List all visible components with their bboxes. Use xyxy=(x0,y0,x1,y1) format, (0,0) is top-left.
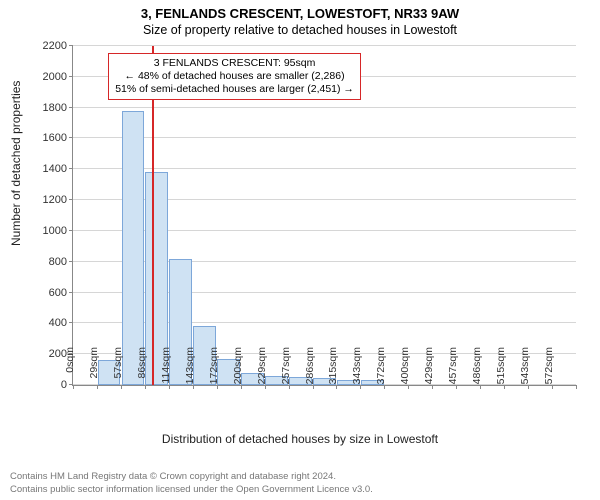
plot-area: 0200400600800100012001400160018002000220… xyxy=(72,46,576,386)
x-tick-label: 29sqm xyxy=(88,347,100,397)
y-tick-label: 1800 xyxy=(43,102,67,114)
x-tick-label: 200sqm xyxy=(232,347,244,397)
x-tick-label: 315sqm xyxy=(327,347,339,397)
x-tick-label: 172sqm xyxy=(208,347,220,397)
x-tick-label: 257sqm xyxy=(280,347,292,397)
y-tick-mark xyxy=(69,137,73,138)
x-axis-label: Distribution of detached houses by size … xyxy=(0,432,600,446)
y-tick-label: 1000 xyxy=(43,225,67,237)
x-tick-mark xyxy=(336,385,337,389)
x-tick-mark xyxy=(145,385,146,389)
gridline xyxy=(73,45,576,46)
y-tick-mark xyxy=(69,107,73,108)
gridline xyxy=(73,107,576,108)
x-tick-label: 457sqm xyxy=(447,347,459,397)
page-title: 3, FENLANDS CRESCENT, LOWESTOFT, NR33 9A… xyxy=(0,0,600,21)
y-tick-label: 2000 xyxy=(43,71,67,83)
chart-container: Number of detached properties 0200400600… xyxy=(0,42,600,450)
x-tick-mark xyxy=(241,385,242,389)
y-tick-mark xyxy=(69,45,73,46)
y-tick-label: 800 xyxy=(49,256,67,268)
x-tick-label: 343sqm xyxy=(351,347,363,397)
x-tick-label: 429sqm xyxy=(423,347,435,397)
y-tick-mark xyxy=(69,322,73,323)
y-tick-mark xyxy=(69,261,73,262)
x-tick-label: 372sqm xyxy=(375,347,387,397)
x-tick-label: 0sqm xyxy=(64,347,76,397)
x-tick-label: 229sqm xyxy=(256,347,268,397)
x-tick-mark xyxy=(73,385,74,389)
x-tick-mark xyxy=(97,385,98,389)
y-tick-label: 1600 xyxy=(43,132,67,144)
x-tick-mark xyxy=(289,385,290,389)
x-tick-mark xyxy=(265,385,266,389)
x-tick-mark xyxy=(121,385,122,389)
x-tick-label: 486sqm xyxy=(471,347,483,397)
annotation-line: ← 48% of detached houses are smaller (2,… xyxy=(115,70,354,83)
x-tick-mark xyxy=(408,385,409,389)
x-tick-mark xyxy=(576,385,577,389)
y-tick-label: 400 xyxy=(49,317,67,329)
x-tick-mark xyxy=(384,385,385,389)
annotation-line: 51% of semi-detached houses are larger (… xyxy=(115,83,354,96)
x-tick-mark xyxy=(504,385,505,389)
y-tick-label: 1400 xyxy=(43,163,67,175)
footer-line-2: Contains public sector information licen… xyxy=(10,484,590,496)
x-tick-mark xyxy=(169,385,170,389)
x-tick-mark xyxy=(528,385,529,389)
x-tick-mark xyxy=(432,385,433,389)
x-tick-label: 286sqm xyxy=(304,347,316,397)
x-tick-mark xyxy=(360,385,361,389)
y-tick-mark xyxy=(69,76,73,77)
histogram-bar xyxy=(122,111,145,385)
gridline xyxy=(73,168,576,169)
y-tick-mark xyxy=(69,199,73,200)
x-tick-label: 86sqm xyxy=(136,347,148,397)
page-subtitle: Size of property relative to detached ho… xyxy=(0,21,600,41)
y-tick-mark xyxy=(69,168,73,169)
x-tick-mark xyxy=(193,385,194,389)
y-tick-label: 2200 xyxy=(43,40,67,52)
annotation-box: 3 FENLANDS CRESCENT: 95sqm← 48% of detac… xyxy=(108,53,361,100)
y-tick-label: 600 xyxy=(49,287,67,299)
x-tick-mark xyxy=(552,385,553,389)
x-tick-label: 114sqm xyxy=(160,347,172,397)
y-axis-label: Number of detached properties xyxy=(9,81,23,246)
x-tick-label: 400sqm xyxy=(399,347,411,397)
y-tick-mark xyxy=(69,230,73,231)
footer-attribution: Contains HM Land Registry data © Crown c… xyxy=(10,471,590,496)
x-tick-mark xyxy=(456,385,457,389)
x-tick-label: 57sqm xyxy=(112,347,124,397)
gridline xyxy=(73,137,576,138)
x-tick-label: 572sqm xyxy=(543,347,555,397)
x-tick-mark xyxy=(217,385,218,389)
x-tick-label: 143sqm xyxy=(184,347,196,397)
x-tick-mark xyxy=(480,385,481,389)
footer-line-1: Contains HM Land Registry data © Crown c… xyxy=(10,471,590,483)
y-tick-label: 1200 xyxy=(43,194,67,206)
x-tick-label: 515sqm xyxy=(495,347,507,397)
x-tick-label: 543sqm xyxy=(519,347,531,397)
annotation-line: 3 FENLANDS CRESCENT: 95sqm xyxy=(115,57,354,70)
x-tick-mark xyxy=(313,385,314,389)
y-tick-mark xyxy=(69,292,73,293)
